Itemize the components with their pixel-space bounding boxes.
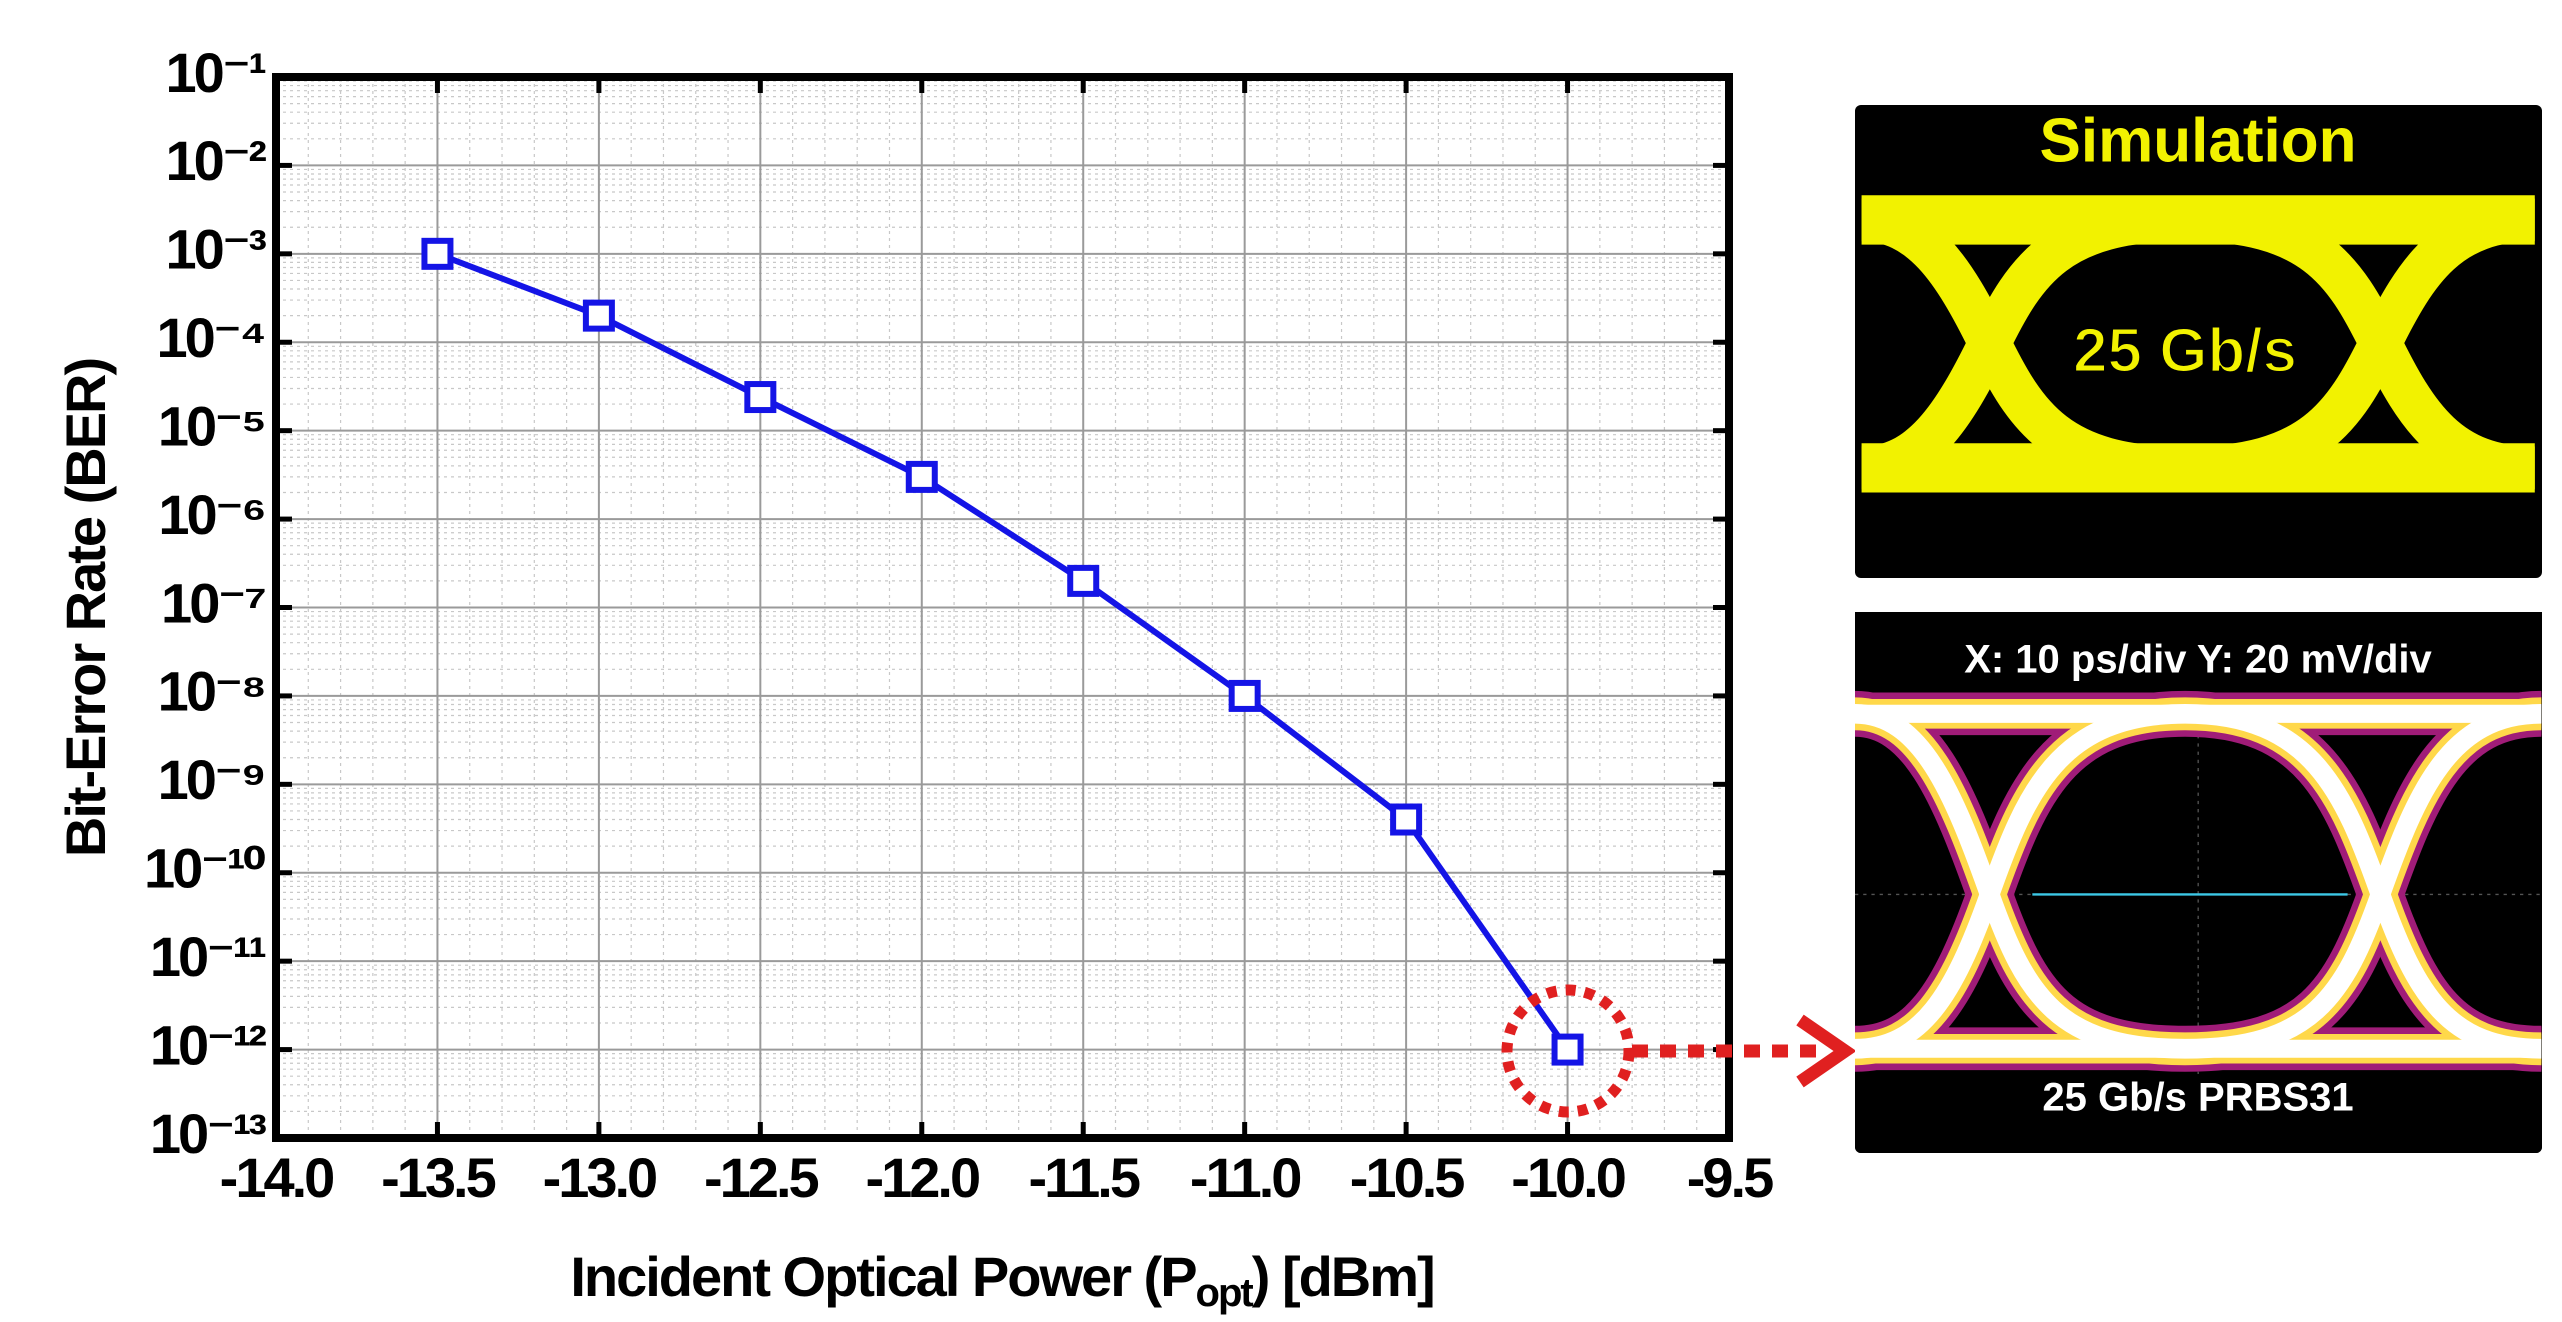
data-marker [1555,1037,1581,1063]
x-axis-label-main: Incident Optical Power (P [570,1245,1196,1308]
y-tick-label: 10⁻⁴ [156,306,264,369]
simulation-title: Simulation [2040,106,2357,175]
y-tick-label: 10⁻² [166,129,267,192]
figure: 10⁻¹ 10⁻² 10⁻³ 10⁻⁴ 10⁻⁵ 10⁻⁶ 10⁻⁷ 10⁻⁸ 10⁻⁹ 10⁻¹… [0,0,2562,1322]
x-tick-label: -10.0 [1511,1146,1624,1209]
y-tick-label: 10⁻¹¹ [150,925,265,988]
data-marker [1070,568,1096,594]
y-tick-label: 10⁻³ [166,218,267,281]
x-tick-label: -13.0 [543,1146,656,1209]
x-axis-label-sub: opt [1196,1271,1254,1315]
y-tick-label: 10⁻¹ [166,41,266,104]
y-tick-label: 10⁻⁵ [158,394,264,457]
x-tick-label: -13.5 [381,1146,495,1209]
data-marker [909,464,935,490]
x-tick-label: -10.5 [1350,1146,1464,1209]
scope-scale: X: 10 ps/div Y: 20 mV/div [1964,638,2432,682]
y-tick-label: 10⁻⁶ [158,483,264,546]
y-tick-label: 10⁻¹⁰ [144,837,265,900]
eye-caption: 25 Gb/s PRBS31 [2042,1076,2353,1120]
data-marker [747,384,773,410]
x-tick-label: -12.0 [865,1146,978,1209]
data-line [437,254,1567,1050]
data-marker [424,241,450,267]
y-tick-label: 10⁻⁹ [158,748,264,811]
y-axis-label: Bit-Error Rate (BER) [54,359,117,857]
x-tick-label: -11.0 [1190,1146,1300,1209]
page: 10⁻¹ 10⁻² 10⁻³ 10⁻⁴ 10⁻⁵ 10⁻⁶ 10⁻⁷ 10⁻⁸ 10⁻⁹ 10⁻¹… [0,0,2562,1322]
x-tick-label: -11.5 [1028,1146,1139,1209]
x-axis-label-end: ) [dBm] [1252,1245,1434,1308]
y-tick-label: 10⁻⁷ [161,571,265,634]
y-tick-label: 10⁻⁸ [158,660,265,723]
y-tick-label: 10⁻¹² [150,1013,266,1076]
measurement-panel: X: 10 ps/div Y: 20 mV/div 25 Gb/s PRBS31 [1855,612,2542,1153]
data-marker [586,303,612,329]
x-tick-label: -14.0 [220,1146,333,1209]
x-tick-label: -12.5 [704,1146,818,1209]
x-axis-label: Incident Optical Power (Popt) [dBm] [570,1245,1433,1315]
plot: 10⁻¹ 10⁻² 10⁻³ 10⁻⁴ 10⁻⁵ 10⁻⁶ 10⁻⁷ 10⁻⁸ 10⁻⁹ 10⁻¹… [144,41,1773,1209]
simulation-panel: Simulation 25 Gb/s [1855,105,2542,578]
simulation-rate: 25 Gb/s [2073,316,2297,385]
x-tick-label: -9.5 [1687,1146,1773,1209]
data-marker [1393,807,1419,833]
data-marker [1232,683,1258,709]
